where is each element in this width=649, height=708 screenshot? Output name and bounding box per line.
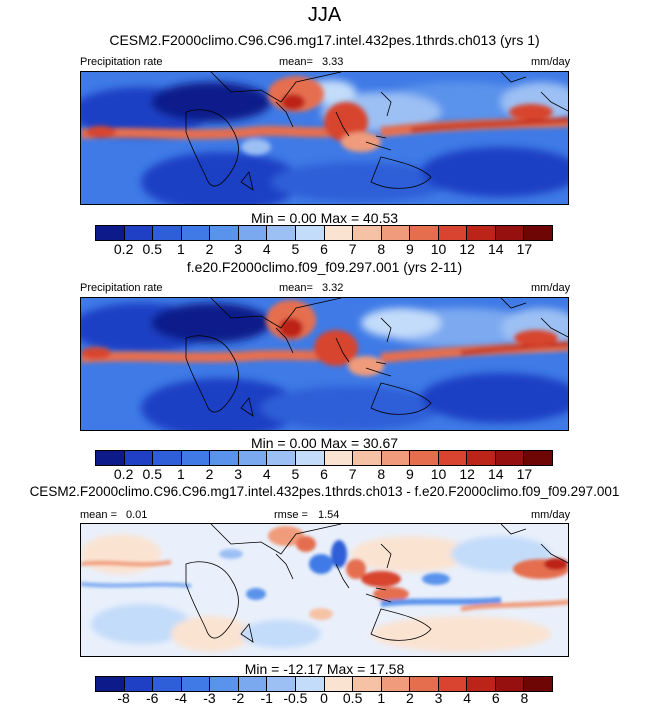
panel1-tick: 10	[430, 241, 447, 257]
panel1-colorbar-ticks: 0.2 0.5 1 2 3 4 5 6 7 8 9 10 12 14 17	[95, 241, 553, 257]
panel2-tick: 2	[205, 466, 214, 482]
panel1-title: CESM2.F2000climo.C96.C96.mg17.intel.432p…	[109, 32, 540, 48]
panel2-tick: 6	[320, 466, 328, 482]
panel3-colorbar	[95, 676, 553, 692]
panel3-title: CESM2.F2000climo.C96.C96.mg17.intel.432p…	[29, 484, 620, 499]
panel3-tick: 1	[377, 690, 386, 706]
panel1-tick: 17	[516, 241, 533, 257]
panel3-tick: -8	[117, 690, 130, 706]
panel2-left-label: Precipitation rate	[80, 282, 163, 294]
panel3-map	[80, 523, 569, 657]
panel2-tick: 9	[405, 466, 414, 482]
panel1-minmax: Min = 0.00 Max = 40.53	[250, 210, 399, 226]
panel1-map	[80, 71, 569, 205]
panel3-tick: 2	[405, 690, 414, 706]
panel3-mean-value: 0.01	[126, 509, 148, 521]
panel2-units: mm/day	[531, 282, 571, 294]
panel2-colorbar	[95, 450, 553, 466]
panel1-units: mm/day	[531, 56, 571, 68]
panel1-mean-label: mean=	[279, 56, 313, 68]
panel3-tick: 8	[520, 690, 529, 706]
panel1-tick: 9	[405, 241, 414, 257]
panel2-map	[80, 297, 569, 431]
panel2-mean-label: mean=	[279, 282, 313, 294]
panel3-minmax: Min = -12.17 Max = 17.58	[244, 661, 405, 677]
panel2-tick: 5	[291, 466, 300, 482]
panel1-tick: 5	[291, 241, 300, 257]
panel2-tick: 3	[234, 466, 243, 482]
panel3-tick: 0.5	[342, 690, 363, 706]
panel2-minmax: Min = 0.00 Max = 30.67	[250, 435, 399, 451]
panel1-tick: 1	[176, 241, 185, 257]
panel1-left-label: Precipitation rate	[80, 56, 163, 68]
panel3-tick: 4	[463, 690, 472, 706]
panel3-tick: -4	[174, 690, 188, 706]
season-title: JJA	[307, 4, 342, 26]
panel2-tick: 14	[487, 466, 504, 482]
panel3-tick: -1	[260, 690, 273, 706]
panel1-tick: 14	[487, 241, 504, 257]
panel3-tick: 6	[491, 690, 500, 706]
panel3-colorbar-ticks: -8 -6 -4 -3 -2 -1 -0.5 0 0.5 1 2 3 4 6 8	[95, 690, 553, 706]
panel2-title: f.e20.F2000climo.f09_f09.297.001 (yrs 2-…	[186, 259, 463, 275]
panel3-rmse-label: rmse =	[274, 509, 308, 521]
panel1-tick: 7	[348, 241, 357, 257]
panel2-tick: 0.5	[142, 466, 162, 482]
panel2-tick: 7	[348, 466, 357, 482]
panel1-tick: 4	[262, 241, 271, 257]
panel1-mean-value: 3.33	[322, 56, 344, 68]
panel2-tick: 1	[176, 466, 185, 482]
panel2-colorbar-ticks: 0.2 0.5 1 2 3 4 5 6 7 8 9 10 12 14 17	[95, 466, 553, 482]
panel1-colorbar	[95, 225, 553, 241]
panel3-tick: 0	[320, 690, 328, 706]
panel2-mean-value: 3.32	[322, 282, 344, 294]
panel1-tick: 12	[459, 241, 475, 257]
panel2-tick: 4	[262, 466, 271, 482]
panel2-tick: 12	[459, 466, 475, 482]
panel3-rmse-value: 1.54	[318, 509, 340, 521]
panel3-units: mm/day	[531, 509, 571, 521]
panel1-tick: 3	[234, 241, 243, 257]
panel1-tick: 0.2	[113, 241, 134, 257]
panel1-tick: 8	[377, 241, 386, 257]
panel1-tick: 6	[320, 241, 328, 257]
panel1-tick: 0.5	[142, 241, 162, 257]
panel3-tick: 3	[434, 690, 443, 706]
panel2-tick: 0.2	[113, 466, 134, 482]
panel3-tick: -2	[231, 690, 245, 706]
panel2-tick: 17	[516, 466, 533, 482]
panel3-mean-label: mean =	[80, 509, 117, 521]
panel3-tick: -3	[203, 690, 216, 706]
panel3-tick: -6	[146, 690, 159, 706]
panel2-tick: 8	[377, 466, 386, 482]
panel2-tick: 10	[430, 466, 447, 482]
panel1-tick: 2	[205, 241, 214, 257]
panel3-tick: -0.5	[283, 690, 308, 706]
